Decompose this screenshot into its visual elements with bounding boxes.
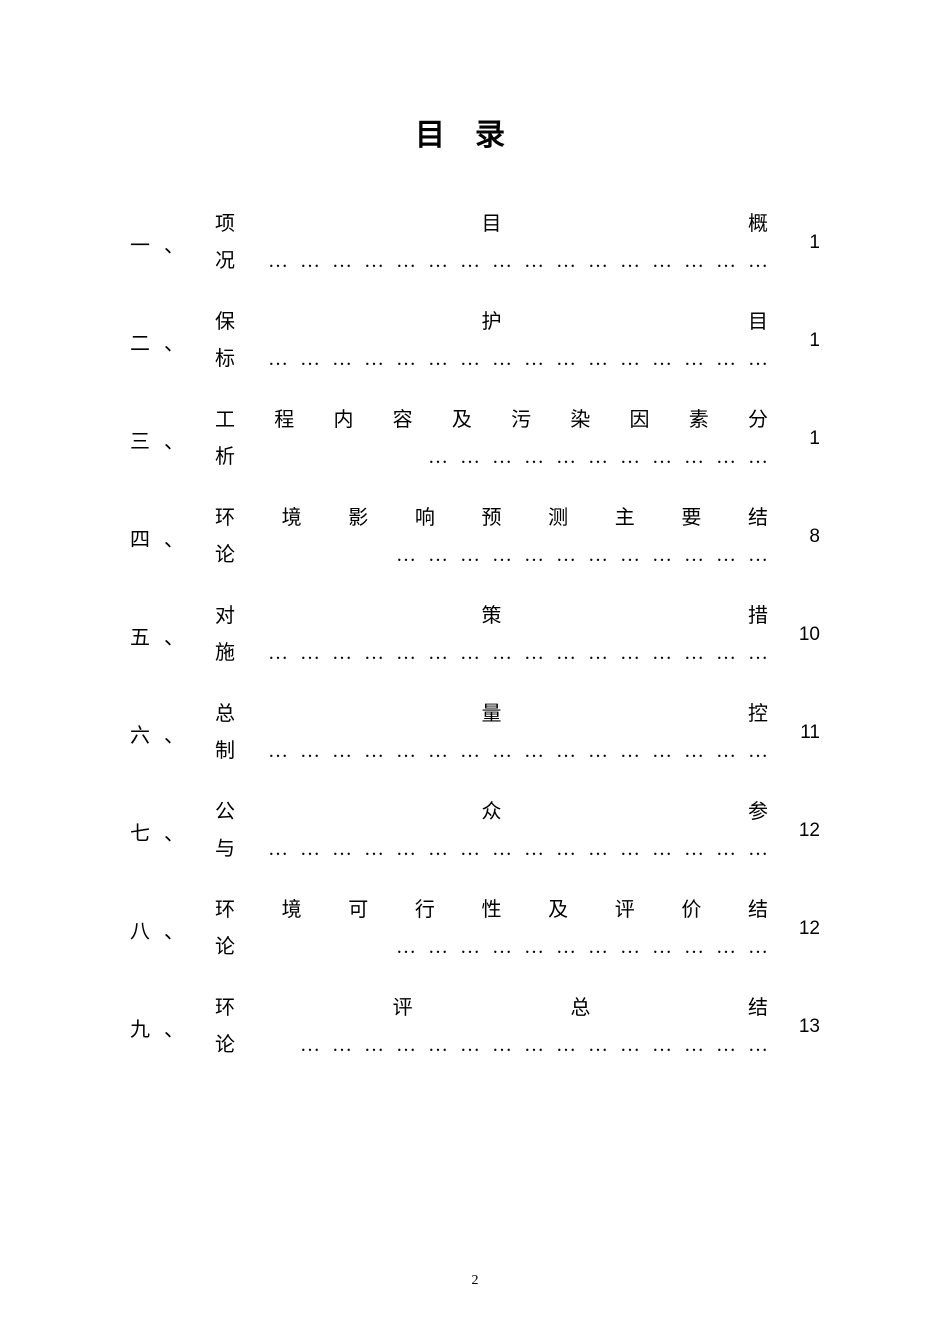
toc-row: 四、环境影响预测主要结论………………………………8 bbox=[130, 488, 820, 586]
toc-entry-text: 环境影响预测主要结论……………………………… bbox=[215, 488, 780, 586]
toc-page-number: 13 bbox=[780, 978, 820, 1076]
toc-page-number: 1 bbox=[780, 194, 820, 292]
toc-number: 五、 bbox=[130, 586, 215, 684]
toc-entry-text: 环境可行性及评价结论……………………………… bbox=[215, 880, 780, 978]
toc-page-number: 8 bbox=[780, 488, 820, 586]
toc-page-number: 11 bbox=[780, 684, 820, 782]
toc-number: 三、 bbox=[130, 390, 215, 488]
toc-page-number: 1 bbox=[780, 292, 820, 390]
toc-entry-text: 工程内容及污染因素分析…………………………… bbox=[215, 390, 780, 488]
toc-entry-text: 环评总结论……………………………………… bbox=[215, 978, 780, 1076]
toc-page-number: 12 bbox=[780, 880, 820, 978]
toc-number: 六、 bbox=[130, 684, 215, 782]
toc-entry-text: 总量控制………………………………………… bbox=[215, 684, 780, 782]
toc-row: 五、对策措施…………………………………………10 bbox=[130, 586, 820, 684]
toc-number: 九、 bbox=[130, 978, 215, 1076]
toc-entry-text: 项目概况………………………………………… bbox=[215, 194, 780, 292]
footer-page-number: 2 bbox=[0, 1273, 950, 1289]
toc-page-number: 1 bbox=[780, 390, 820, 488]
toc-row: 九、环评总结论………………………………………13 bbox=[130, 978, 820, 1076]
toc-row: 二、保护目标…………………………………………1 bbox=[130, 292, 820, 390]
document-title: 目录 bbox=[130, 110, 820, 154]
toc-number: 七、 bbox=[130, 782, 215, 880]
toc-row: 七、公众参与…………………………………………12 bbox=[130, 782, 820, 880]
toc-number: 八、 bbox=[130, 880, 215, 978]
toc-entry-text: 公众参与………………………………………… bbox=[215, 782, 780, 880]
toc-number: 一、 bbox=[130, 194, 215, 292]
toc-row: 一、项目概况…………………………………………1 bbox=[130, 194, 820, 292]
toc-row: 三、工程内容及污染因素分析……………………………1 bbox=[130, 390, 820, 488]
toc-number: 二、 bbox=[130, 292, 215, 390]
toc-entry-text: 保护目标………………………………………… bbox=[215, 292, 780, 390]
toc-row: 八、环境可行性及评价结论………………………………12 bbox=[130, 880, 820, 978]
toc-row: 六、总量控制…………………………………………11 bbox=[130, 684, 820, 782]
toc-entry-text: 对策措施………………………………………… bbox=[215, 586, 780, 684]
toc-page-number: 10 bbox=[780, 586, 820, 684]
toc-page-number: 12 bbox=[780, 782, 820, 880]
toc-number: 四、 bbox=[130, 488, 215, 586]
toc-table: 一、项目概况…………………………………………1二、保护目标……………………………… bbox=[130, 194, 820, 1076]
